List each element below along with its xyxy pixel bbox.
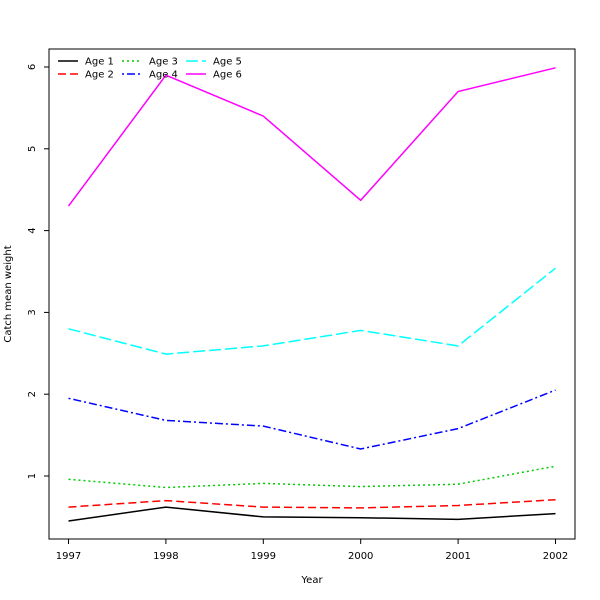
y-tick-label: 4: [27, 227, 38, 233]
series-line-age-6: [67, 67, 556, 207]
series-line-age-2: [68, 498, 556, 509]
legend-label-age-3: Age 3: [149, 57, 178, 68]
series-line-age-3: [68, 465, 556, 489]
x-tick-label: 2002: [543, 551, 568, 562]
series-layer: [67, 67, 556, 522]
legend-label-age-1: Age 1: [85, 57, 114, 68]
plot-frame: [48, 48, 576, 540]
y-tick-label: 3: [27, 309, 38, 315]
x-axis: 1997 1998 1999 2000 2001 2002: [56, 539, 568, 562]
legend-label-age-2: Age 2: [85, 70, 114, 81]
x-tick-label: 1999: [251, 551, 276, 562]
y-axis-title: Catch mean weight: [3, 245, 14, 342]
series-line-age-1: [68, 506, 556, 522]
legend-label-age-5: Age 5: [213, 57, 242, 68]
legend-label-age-4: Age 4: [149, 70, 178, 81]
y-axis: 1 2 3 4 5 6: [27, 64, 49, 479]
y-tick-label: 6: [27, 64, 38, 70]
y-tick-label: 2: [27, 391, 38, 397]
legend-label-age-6: Age 6: [213, 70, 242, 81]
x-tick-label: 2000: [348, 551, 373, 562]
x-tick-label: 1998: [153, 551, 178, 562]
legend: Age 1 Age 2 Age 3 Age 4 Age 5 Age 6: [58, 57, 242, 81]
x-axis-title: Year: [300, 575, 323, 586]
x-tick-label: 2001: [445, 551, 470, 562]
y-tick-label: 5: [27, 146, 38, 152]
series-line-age-5: [68, 267, 556, 355]
y-tick-label: 1: [27, 473, 38, 479]
series-line-age-4: [68, 389, 556, 450]
x-tick-label: 1997: [56, 551, 81, 562]
